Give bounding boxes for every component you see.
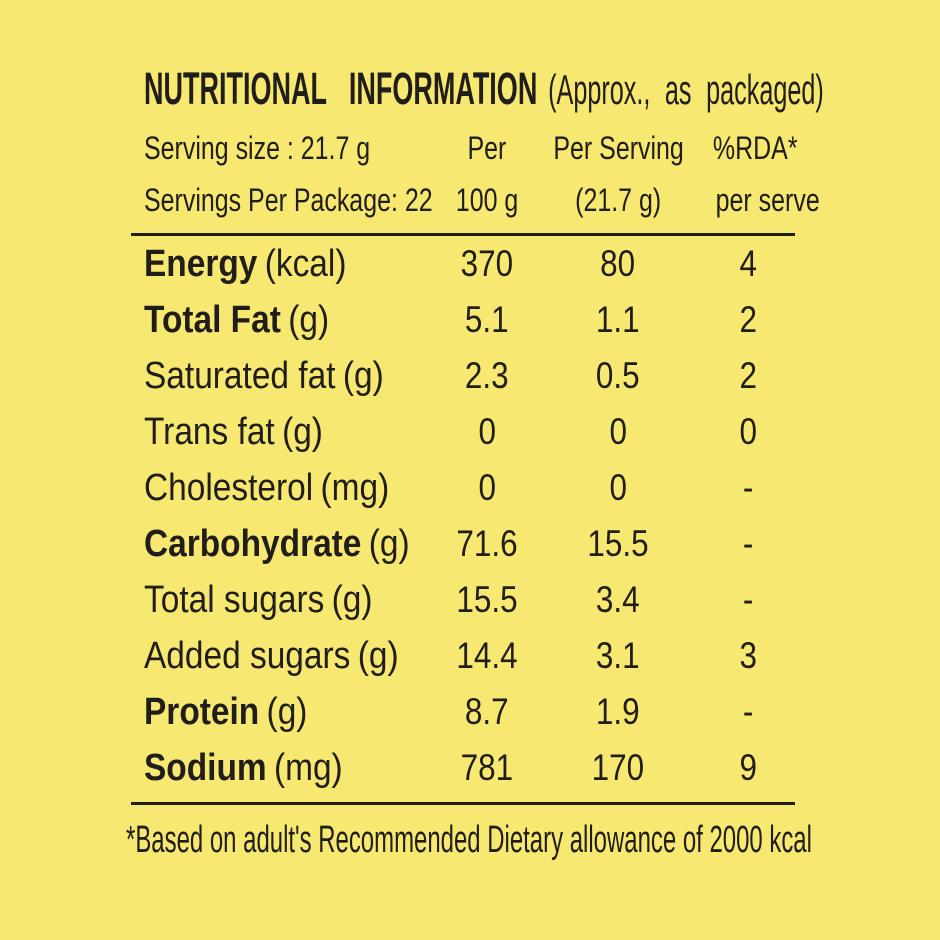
nutrient-row-trans-fat: Trans fat (g) 0 0 0 [131,404,795,460]
nutrient-row-cholesterol: Cholesterol (mg) 0 0 - [131,460,795,516]
divider-bottom [131,802,795,805]
nutrient-name: Carbohydrate (g) [144,523,410,565]
nutrient-name: Saturated fat (g) [144,355,384,397]
value-per-serving: 0 [609,467,627,508]
value-rda: - [742,691,754,732]
value-per-100g: 14.4 [456,635,518,676]
nutrient-name: Energy (kcal) [144,243,347,285]
rda-footnote: *Based on adult's Recommended Dietary al… [126,819,812,861]
value-rda: 9 [739,747,757,788]
value-rda: 2 [739,355,757,396]
value-rda: 4 [739,243,757,284]
value-rda: 3 [739,635,757,676]
panel-title-main: NUTRITIONAL INFORMATION [144,63,538,114]
nutrient-name: Sodium (mg) [144,747,343,789]
value-rda: 0 [739,411,757,452]
col-header-per-serving: Per Serving [553,130,684,166]
panel-title-note: (Approx., as packaged) [548,66,824,113]
nutrient-name: Cholesterol (mg) [144,467,390,509]
value-per-100g: 370 [460,243,514,284]
nutrient-row-total-fat: Total Fat (g) 5.1 1.1 2 [131,292,795,348]
col-header-per-serve: per serve [715,182,820,218]
nutrition-facts-panel: NUTRITIONAL INFORMATION (Approx., as pack… [126,63,824,865]
value-per-serving: 1.1 [596,299,640,340]
col-header-serving-weight: (21.7 g) [574,182,662,218]
serving-size-text: Serving size : 21.7 g [144,130,371,166]
divider-top [131,233,795,236]
nutrient-row-saturated-fat: Saturated fat (g) 2.3 0.5 2 [131,348,795,404]
value-per-100g: 2.3 [465,355,509,396]
nutrient-row-energy: Energy (kcal) 370 80 4 [131,236,795,292]
nutrient-name: Total sugars (g) [144,579,373,621]
value-per-serving: 80 [600,243,636,284]
value-per-serving: 3.1 [596,635,640,676]
value-per-serving: 170 [591,747,645,788]
nutrient-row-sodium: Sodium (mg) 781 170 9 [131,740,795,796]
nutrient-rows: Energy (kcal) 370 80 4 Total Fat (g) 5.1 1… [131,236,795,796]
nutrient-row-carbohydrate: Carbohydrate (g) 71.6 15.5 - [131,516,795,572]
servings-per-package-text: Servings Per Package: 22 [144,182,433,218]
value-rda: - [742,523,754,564]
value-rda: - [742,467,754,508]
value-per-serving: 1.9 [596,691,640,732]
value-per-100g: 0 [478,467,496,508]
value-per-100g: 5.1 [465,299,509,340]
value-per-100g: 71.6 [456,523,518,564]
nutrient-name: Protein (g) [144,691,308,733]
nutrient-name: Total Fat (g) [144,299,330,341]
col-header-100g: 100 g [455,182,519,218]
table-header: Serving size : 21.7 g Per Per Serving %R… [131,122,820,226]
nutrient-row-added-sugars: Added sugars (g) 14.4 3.1 3 [131,628,795,684]
value-per-serving: 0.5 [596,355,640,396]
value-per-100g: 15.5 [456,579,518,620]
panel-title: NUTRITIONAL INFORMATION (Approx., as pack… [131,63,824,114]
nutrient-name: Added sugars (g) [144,635,399,677]
col-header-rda: %RDA* [712,130,798,166]
value-per-100g: 781 [460,747,514,788]
value-per-serving: 0 [609,411,627,452]
value-per-100g: 8.7 [465,691,509,732]
value-per-100g: 0 [478,411,496,452]
nutrient-row-total-sugars: Total sugars (g) 15.5 3.4 - [131,572,795,628]
value-per-serving: 3.4 [596,579,640,620]
col-header-per: Per [467,130,507,166]
value-rda: - [742,579,754,620]
nutrient-row-protein: Protein (g) 8.7 1.9 - [131,684,795,740]
value-per-serving: 15.5 [587,523,649,564]
nutrient-name: Trans fat (g) [144,411,323,453]
value-rda: 2 [739,299,757,340]
